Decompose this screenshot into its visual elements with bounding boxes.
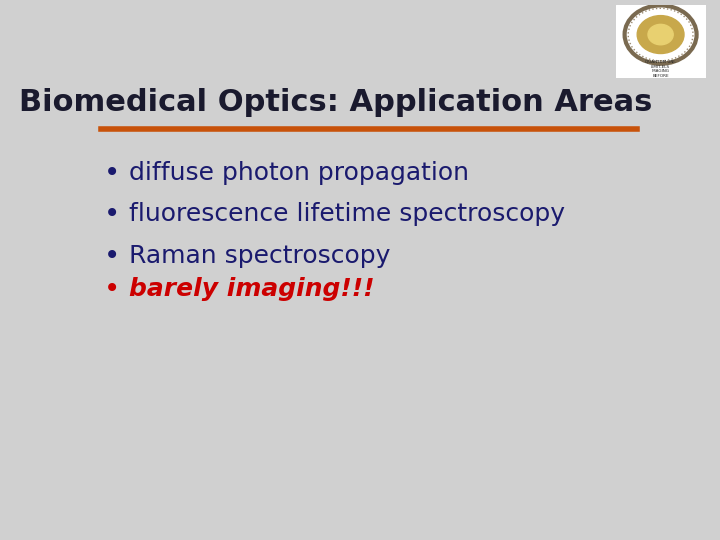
Text: fluorescence lifetime spectroscopy: fluorescence lifetime spectroscopy [129, 202, 565, 226]
Text: QUANTUM UNI-
LIMIT-ELS
IMAGING
BEFORE: QUANTUM UNI- LIMIT-ELS IMAGING BEFORE [645, 60, 676, 78]
Text: •: • [104, 159, 120, 187]
Text: Biomedical Optics: Application Areas: Biomedical Optics: Application Areas [19, 87, 652, 117]
Text: diffuse photon propagation: diffuse photon propagation [129, 161, 469, 185]
Text: •: • [104, 275, 120, 303]
Circle shape [637, 16, 684, 53]
Circle shape [648, 24, 673, 45]
Text: •: • [104, 200, 120, 228]
Text: barely imaging!!!: barely imaging!!! [129, 278, 374, 301]
Text: •: • [104, 242, 120, 270]
Text: Raman spectroscopy: Raman spectroscopy [129, 244, 390, 268]
